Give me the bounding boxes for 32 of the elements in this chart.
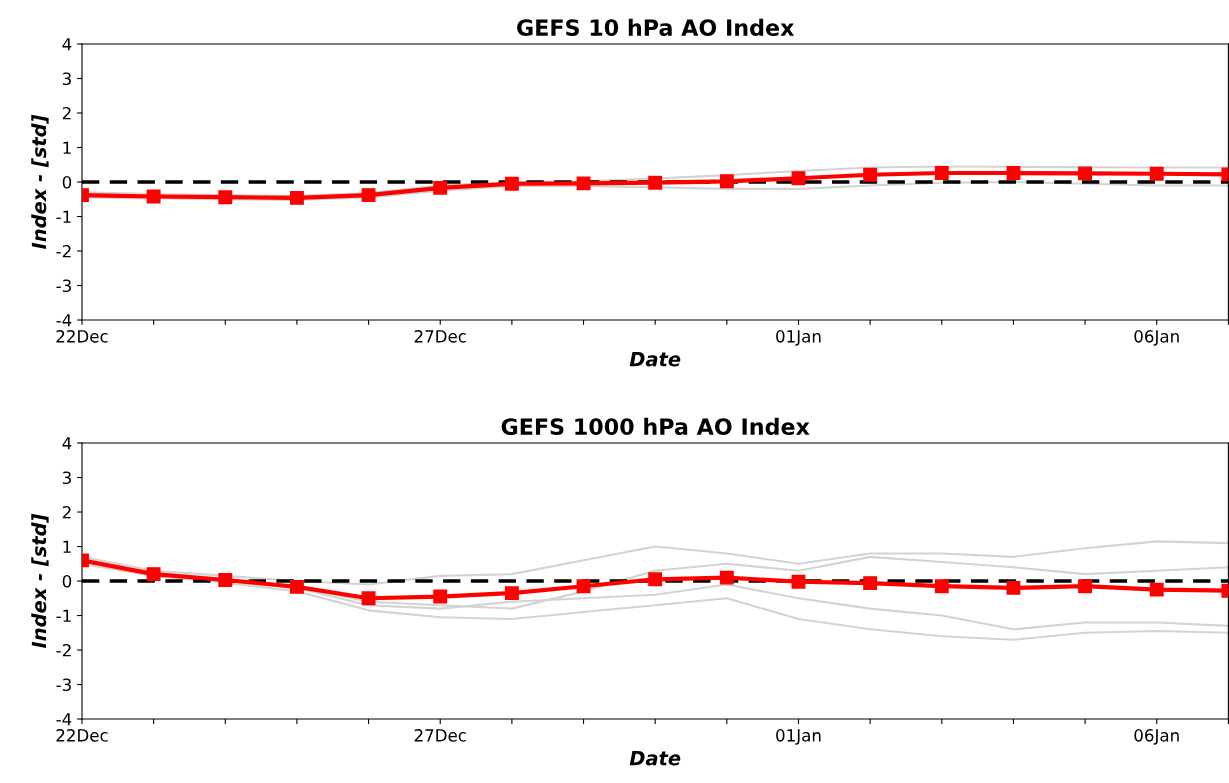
y-tick-label: -1: [56, 210, 71, 223]
y-tick-label: 2: [62, 505, 71, 519]
y-axis-title: Index - [std]: [31, 114, 49, 250]
y-tick-label: -1: [56, 609, 71, 622]
y-axis-title: Index - [std]: [31, 513, 49, 649]
x-axis-title: Date: [629, 751, 681, 766]
x-tick-label: 01Jan: [776, 729, 821, 745]
y-tick-label: 3: [62, 72, 71, 86]
y-tick-label: 0: [62, 574, 72, 588]
y-tick-label: -3: [56, 678, 71, 692]
y-tick-label: 0: [62, 175, 72, 189]
y-tick-label: 3: [62, 471, 71, 485]
x-tick-label: 01Jan: [776, 330, 821, 346]
y-tick-label: 4: [62, 38, 72, 51]
y-tick-label: -3: [56, 279, 71, 293]
x-tick-label: 27Dec: [414, 330, 466, 343]
y-tick-label: 1: [63, 141, 71, 154]
y-tick-label: -4: [56, 713, 72, 726]
x-tick-label: 06Jan: [1134, 330, 1179, 346]
y-tick-label: -2: [56, 244, 71, 258]
x-tick-label: 27Dec: [414, 729, 466, 742]
x-axis-title: Date: [629, 352, 681, 367]
x-tick-label: 22Dec: [56, 729, 108, 742]
y-tick-label: 1: [63, 540, 71, 553]
x-tick-label: 22Dec: [56, 330, 108, 343]
x-tick-label: 06Jan: [1134, 729, 1179, 745]
y-tick-label: -2: [56, 643, 71, 657]
y-tick-label: 2: [62, 106, 71, 120]
y-tick-label: 4: [62, 437, 72, 450]
chart-title: GEFS 10 hPa AO Index: [517, 18, 795, 36]
y-tick-label: -4: [56, 314, 72, 327]
chart-title: GEFS 1000 hPa AO Index: [501, 417, 810, 435]
